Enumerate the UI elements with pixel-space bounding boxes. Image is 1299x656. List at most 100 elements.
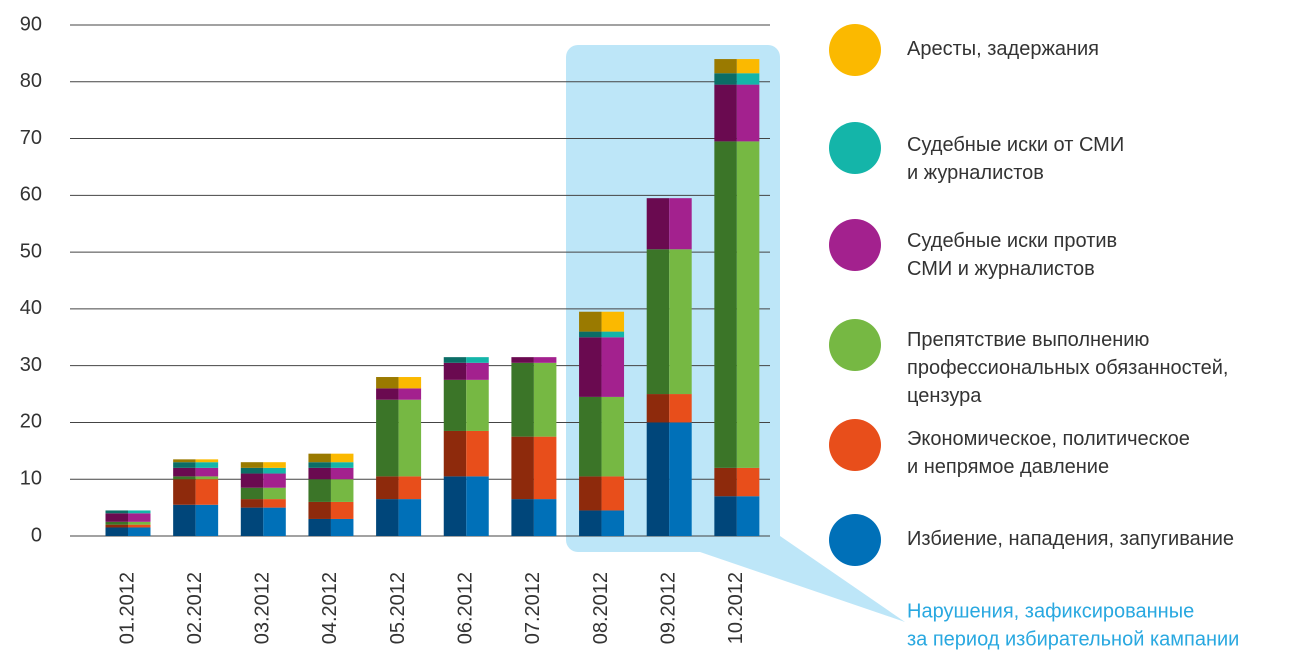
bar-half-dark — [579, 476, 602, 511]
bar-half-dark — [579, 331, 602, 338]
bar-half-dark — [173, 479, 196, 505]
bar-segment — [376, 499, 422, 536]
y-tick-label: 0 — [31, 524, 42, 546]
bar-half-light — [263, 467, 286, 474]
x-tick-label: 10.2012 — [725, 572, 747, 644]
bar-segment — [443, 430, 489, 477]
bar-half-dark — [646, 394, 670, 423]
bar-half-light — [195, 476, 219, 480]
bar-half-light — [533, 362, 557, 437]
bar-half-dark — [443, 476, 467, 536]
bar-segment — [579, 337, 625, 397]
bar-half-light — [601, 396, 625, 477]
highlight-pointer — [700, 536, 905, 622]
bar-half-light — [263, 499, 286, 508]
y-tick-label: 20 — [20, 411, 42, 433]
bar-half-dark — [240, 473, 264, 488]
y-tick-label: 10 — [20, 468, 42, 490]
bar-segment — [173, 467, 219, 477]
bar-segment — [173, 479, 219, 505]
bar-half-dark — [105, 513, 128, 522]
bar-half-light — [128, 524, 151, 528]
bar-segment — [646, 394, 692, 423]
bar-segment — [376, 377, 422, 389]
bar-half-light — [736, 141, 760, 468]
bar-segment — [511, 362, 557, 437]
bar-half-dark — [443, 430, 467, 477]
bar-half-dark — [511, 499, 534, 536]
bar-segment — [579, 396, 625, 477]
bar-half-dark — [308, 467, 331, 480]
bar-half-dark — [714, 467, 737, 497]
bar-half-dark — [173, 504, 196, 536]
bar-half-light — [533, 499, 557, 536]
x-tick-label: 05.2012 — [387, 572, 409, 644]
y-tick-label: 80 — [20, 70, 42, 92]
bar-half-dark — [646, 249, 670, 395]
bar-segment — [105, 510, 151, 514]
bar-half-dark — [308, 518, 331, 536]
bar-half-dark — [511, 436, 534, 500]
bar-half-light — [466, 430, 489, 477]
bar-half-dark — [646, 198, 670, 250]
bar-half-dark — [443, 379, 467, 431]
y-tick-label: 70 — [20, 127, 42, 149]
legend-swatch — [829, 122, 881, 174]
bar-half-dark — [105, 524, 128, 528]
bar-segment — [511, 357, 557, 363]
bar-half-light — [195, 459, 219, 463]
x-tick-label: 04.2012 — [319, 572, 341, 644]
bar-half-light — [195, 504, 219, 536]
bar-half-light — [195, 467, 219, 477]
bar-half-dark — [376, 399, 399, 477]
bar-half-light — [736, 467, 760, 497]
legend-label: Аресты, задержания — [907, 38, 1099, 60]
bar-half-dark — [579, 510, 602, 536]
x-tick-label: 08.2012 — [590, 572, 612, 644]
legend-label: Избиение, нападения, запугивание — [907, 528, 1234, 550]
bar-segment — [376, 399, 422, 477]
bar-half-dark — [173, 467, 196, 477]
bar-half-light — [601, 337, 625, 397]
bar-half-light — [533, 357, 557, 363]
bar-half-dark — [714, 141, 737, 468]
bar-half-light — [669, 249, 692, 395]
bar-half-dark — [105, 521, 128, 525]
bar-half-light — [736, 73, 760, 85]
bar-half-light — [330, 501, 354, 519]
bar-half-light — [398, 377, 422, 389]
bar-half-dark — [308, 479, 331, 502]
bar-half-dark — [173, 462, 196, 468]
bar-half-light — [601, 510, 625, 536]
bar-segment — [714, 467, 760, 497]
bar-half-light — [736, 496, 760, 536]
bar-half-dark — [173, 459, 196, 463]
bar-half-dark — [240, 507, 264, 536]
bar-half-dark — [714, 59, 737, 74]
bar-half-light — [330, 462, 354, 468]
bar-half-light — [669, 394, 692, 423]
bar-half-light — [263, 473, 286, 488]
bar-segment — [443, 362, 489, 380]
bar-segment — [308, 453, 354, 463]
bar-segment — [714, 141, 760, 468]
bar-half-dark — [376, 476, 399, 500]
bar-segment — [579, 476, 625, 511]
bar-segment — [308, 479, 354, 502]
bar-half-light — [263, 462, 286, 468]
bar-segment — [308, 518, 354, 536]
bar-segment — [646, 198, 692, 250]
bar-segment — [173, 459, 219, 463]
legend-swatch — [829, 419, 881, 471]
bar-segment — [240, 462, 286, 468]
bar-segment — [646, 422, 692, 536]
bar-half-dark — [646, 422, 670, 536]
x-tick-label: 01.2012 — [116, 572, 138, 644]
bar-half-dark — [240, 462, 264, 468]
bar-segment — [376, 388, 422, 400]
bar-half-dark — [443, 362, 467, 380]
bar-segment — [240, 473, 286, 488]
bar-segment — [714, 84, 760, 142]
bar-half-light — [398, 388, 422, 400]
